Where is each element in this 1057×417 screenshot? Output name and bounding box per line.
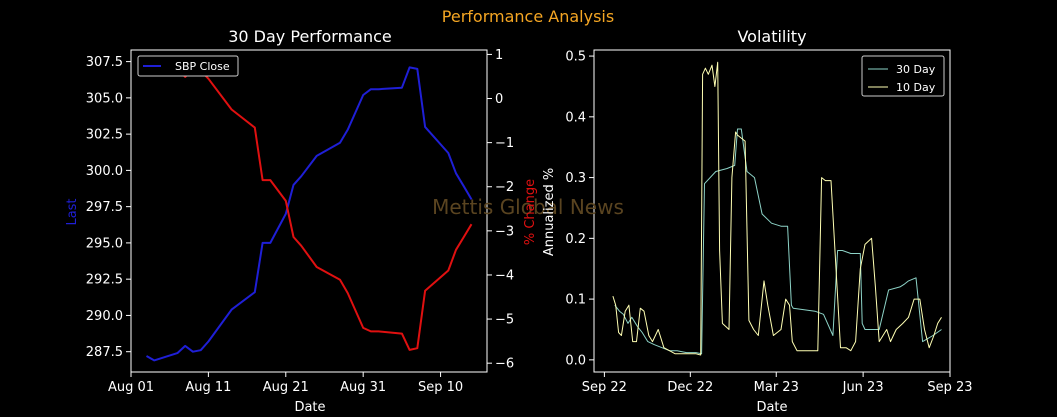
performance-x-axis-label: Date — [294, 400, 325, 415]
volatility-y-tick-label: 0.3 — [565, 171, 586, 186]
volatility-x-tick-label: Dec 22 — [667, 380, 713, 395]
volatility-y-tick-label: 0.1 — [565, 293, 586, 308]
sbp-close-legend-label: SBP Close — [175, 60, 230, 73]
volatility-chart: Sep 22 Dec 22 Mar 23 Jun 23 Sep 23 0.0 0.1 0.2 0… — [565, 49, 973, 395]
performance-x-tick-label: Aug 21 — [263, 380, 309, 395]
performance-legend: SBP Close — [137, 55, 239, 77]
performance-right-y-tick-label: 0 — [495, 92, 503, 107]
performance-right-y-tick-label: −2 — [495, 180, 514, 195]
performance-right-y-tick-label: −1 — [495, 136, 514, 151]
performance-x-tick-label: Sep 10 — [418, 380, 463, 395]
volatility-y-axis-label: Annualized % — [542, 168, 557, 256]
watermark-text: Mettis Global News — [432, 195, 624, 219]
performance-right-y-axis-label: % Change — [523, 179, 538, 245]
performance-y-tick-label: 307.5 — [86, 55, 123, 70]
performance-right-y-tick-label: −6 — [495, 357, 514, 372]
vol-30-day-legend-label: 30 Day — [896, 63, 936, 76]
performance-y-tick-label: 295.0 — [86, 236, 123, 251]
performance-right-y-tick-label: −3 — [495, 224, 514, 239]
volatility-x-tick-label: Jun 23 — [842, 380, 884, 395]
performance-chart-title: 30 Day Performance — [228, 27, 392, 46]
performance-y-axis-label: Last — [65, 198, 80, 225]
performance-x-tick-label: Aug 31 — [340, 380, 386, 395]
volatility-x-tick-label: Mar 23 — [754, 380, 799, 395]
volatility-legend: 30 Day 10 Day — [861, 55, 945, 97]
volatility-chart-title: Volatility — [737, 27, 806, 46]
volatility-y-tick-label: 0.4 — [565, 110, 586, 125]
volatility-x-tick-label: Sep 23 — [927, 380, 972, 395]
performance-chart: Aug 01 Aug 11 Aug 21 Aug 31 Sep 10 287.5 290.0… — [86, 48, 514, 395]
volatility-y-tick-label: 0.0 — [565, 353, 586, 368]
figure-title: Performance Analysis — [442, 7, 614, 26]
performance-y-tick-label: 302.5 — [86, 128, 123, 143]
volatility-x-axis-label: Date — [756, 400, 787, 415]
volatility-legend-box — [861, 55, 945, 97]
performance-y-tick-label: 292.5 — [86, 273, 123, 288]
performance-plot-frame — [130, 49, 488, 373]
performance-y-tick-label: 300.0 — [86, 164, 123, 179]
performance-y-tick-label: 305.0 — [86, 91, 123, 106]
vol-30-day-line — [614, 128, 942, 355]
performance-right-y-tick-label: 1 — [495, 48, 503, 63]
volatility-plot-frame — [593, 49, 951, 373]
performance-y-tick-label: 290.0 — [86, 309, 123, 324]
vol-10-day-line — [612, 61, 942, 356]
performance-right-y-tick-label: −4 — [495, 268, 514, 283]
volatility-y-tick-label: 0.5 — [565, 50, 586, 65]
performance-y-tick-label: 287.5 — [86, 345, 123, 360]
performance-x-tick-label: Aug 11 — [185, 380, 231, 395]
performance-legend-box — [137, 55, 239, 77]
volatility-x-tick-label: Sep 22 — [582, 380, 627, 395]
vol-10-day-legend-label: 10 Day — [896, 81, 936, 94]
volatility-y-tick-label: 0.2 — [565, 232, 586, 247]
sbp-close-line — [146, 66, 473, 362]
performance-right-y-tick-label: −5 — [495, 313, 514, 328]
performance-x-tick-label: Aug 01 — [108, 380, 154, 395]
performance-y-tick-label: 297.5 — [86, 200, 123, 215]
